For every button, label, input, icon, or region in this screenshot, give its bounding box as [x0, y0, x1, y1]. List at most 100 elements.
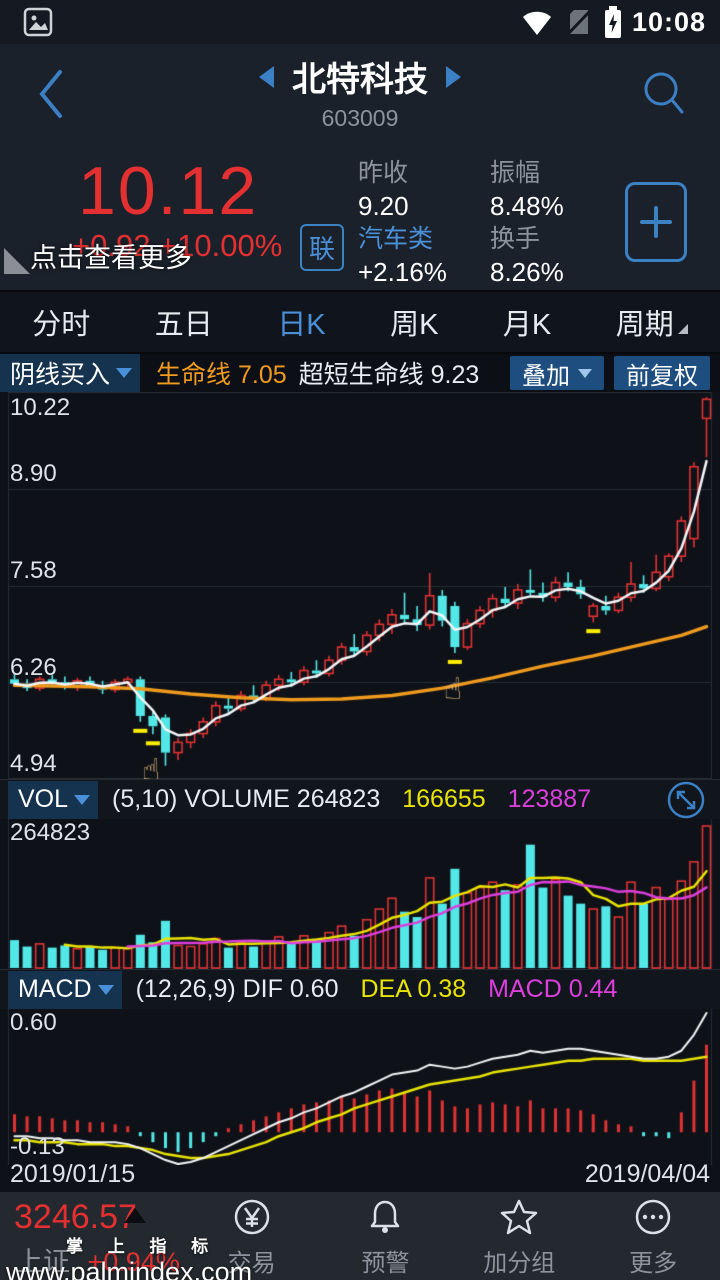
macd-y-min: -0.13 — [10, 1133, 65, 1160]
overlay-button[interactable]: 叠加 — [510, 356, 604, 390]
macd-indicator-selector[interactable]: MACD — [8, 970, 122, 1009]
macd-hist-value: MACD 0.44 — [488, 975, 618, 1003]
volume-chart[interactable] — [0, 819, 720, 969]
stat-value: +2.16% — [358, 257, 447, 287]
tab-five-day[interactable]: 五日 — [154, 309, 213, 341]
stat-value: 9.20 — [358, 191, 409, 221]
y-axis-tick: 4.94 — [10, 750, 57, 777]
forward-adjust-label: 前复权 — [626, 362, 698, 390]
stat-value: 8.48% — [490, 191, 564, 221]
volume-selector-label: VOL — [18, 785, 69, 813]
quote-stats: 昨收 9.20 振幅 8.48% 汽车类 +2.16% 换手 8.26% — [358, 156, 620, 288]
tab-period[interactable]: 周期 — [614, 291, 690, 353]
volume-ma10-value: 123887 — [507, 785, 592, 813]
volume-indicator-selector[interactable]: VOL — [8, 780, 99, 819]
macd-y-max: 0.60 — [10, 1009, 57, 1036]
more-ellipsis-icon — [635, 1199, 671, 1234]
chevron-down-icon — [74, 794, 91, 805]
search-icon — [644, 72, 684, 114]
y-axis-tick: 7.58 — [10, 557, 57, 584]
fullscreen-button[interactable] — [666, 780, 706, 820]
quote-panel: 10.12 +0.92 +10.00% 点击查看更多 联 昨收 9.20 振幅 … — [0, 144, 720, 292]
date-axis: 2019/01/15 2019/04/04 — [0, 1160, 720, 1192]
volume-panel: 264823 — [0, 819, 720, 969]
chevron-down-icon — [116, 368, 133, 378]
search-button[interactable] — [640, 68, 686, 118]
tab-monthly-k[interactable]: 月K — [502, 309, 552, 341]
kline-chart[interactable] — [0, 392, 720, 779]
battery-icon — [604, 6, 621, 38]
status-bar: 10:08 — [0, 0, 720, 44]
date-start: 2019/01/15 — [10, 1160, 136, 1188]
main-indicator-selector[interactable]: 阴线买入 — [0, 354, 141, 392]
back-button[interactable] — [30, 66, 74, 122]
star-icon — [501, 1199, 538, 1234]
next-stock-arrow-icon[interactable] — [446, 65, 461, 88]
macd-dea-value: DEA 0.38 — [360, 975, 467, 1003]
expand-icon — [667, 781, 705, 818]
wifi-icon — [522, 11, 551, 35]
market-index-widget[interactable]: 3246.57 上证 +0.94% — [0, 1192, 185, 1280]
overlay-button-label: 叠加 — [522, 362, 570, 390]
volume-ma5-value: 166655 — [402, 785, 486, 813]
index-value: 3246.57 — [14, 1198, 137, 1236]
tab-weekly-k[interactable]: 周K — [390, 309, 439, 341]
nav-label: 交易 — [227, 1249, 276, 1277]
header: 北特科技 603009 — [0, 44, 720, 144]
macd-dif-value: (12,26,9) DIF 0.60 — [135, 975, 339, 1003]
tab-daily-k[interactable]: 日K — [271, 291, 332, 359]
tab-minute[interactable]: 分时 — [32, 309, 91, 341]
macd-panel: 0.60 -0.13 — [0, 1009, 720, 1165]
current-price: 10.12 — [78, 153, 259, 229]
collapse-triangle-icon — [124, 1208, 146, 1223]
volume-panel-header: VOL (5,10) VOLUME 264823 166655 123887 — [0, 779, 720, 819]
y-axis-tick: 10.22 — [10, 394, 71, 421]
bell-icon — [371, 1200, 400, 1233]
corner-fold-icon — [4, 248, 30, 274]
tab-period-label: 周期 — [615, 309, 674, 341]
plus-icon — [640, 206, 672, 238]
lian-badge[interactable]: 联 — [300, 224, 345, 271]
stock-code: 603009 — [321, 105, 399, 131]
chevron-down-icon — [97, 984, 114, 995]
tap-for-more-hint[interactable]: 点击查看更多 — [30, 243, 192, 273]
macd-panel-header: MACD (12,26,9) DIF 0.60 DEA 0.38 MACD 0.… — [0, 969, 720, 1009]
macd-chart[interactable] — [0, 1009, 720, 1165]
sector-link[interactable]: 汽车类 — [358, 225, 434, 253]
nav-item-more[interactable]: 更多 — [586, 1192, 720, 1280]
kline-panel: 10.22 8.90 7.58 6.26 4.94 — [0, 392, 720, 779]
period-tabs: 分时 五日 日K 周K 月K 周期 — [0, 291, 720, 359]
price-change: +0.92 +10.00% — [72, 228, 283, 263]
indicator-bar: 阴线买入 生命线 7.05 超短生命线 9.23 叠加 前复权 — [0, 354, 720, 392]
nav-item-trade[interactable]: 交易 — [185, 1192, 319, 1280]
volume-y-max: 264823 — [10, 819, 91, 846]
no-sim-icon — [566, 9, 592, 36]
short-life-line-value: 超短生命线 9.23 — [298, 361, 480, 389]
nav-label: 加分组 — [483, 1249, 556, 1277]
page-title: 北特科技 — [292, 61, 428, 99]
nav-label: 预警 — [361, 1249, 410, 1277]
nav-label: 更多 — [629, 1249, 678, 1277]
nav-item-add-group[interactable]: 加分组 — [452, 1192, 586, 1280]
index-change: +0.94% — [87, 1247, 180, 1277]
forward-adjust-button[interactable]: 前复权 — [614, 356, 710, 390]
main-indicator-label: 阴线买入 — [10, 361, 111, 389]
nav-item-alert[interactable]: 预警 — [319, 1192, 453, 1280]
stat-label: 换手 — [490, 225, 541, 253]
y-axis-tick: 8.90 — [10, 460, 57, 487]
bottom-nav: 3246.57 上证 +0.94% 交易 预警 — [0, 1192, 720, 1280]
macd-selector-label: MACD — [18, 975, 92, 1003]
stat-label: 昨收 — [358, 159, 409, 187]
gallery-notification-icon — [23, 7, 53, 37]
add-to-watchlist-button[interactable] — [625, 182, 687, 262]
prev-stock-arrow-icon[interactable] — [259, 65, 274, 88]
y-axis-tick: 6.26 — [10, 654, 57, 681]
date-end: 2019/04/04 — [584, 1160, 710, 1188]
volume-params: (5,10) VOLUME 264823 — [112, 785, 381, 813]
life-line-value: 生命线 7.05 — [156, 361, 287, 389]
stat-value: 8.26% — [490, 257, 564, 287]
index-name: 上证 — [16, 1247, 70, 1277]
back-chevron-icon — [39, 70, 62, 118]
corner-triangle-icon — [677, 324, 688, 334]
